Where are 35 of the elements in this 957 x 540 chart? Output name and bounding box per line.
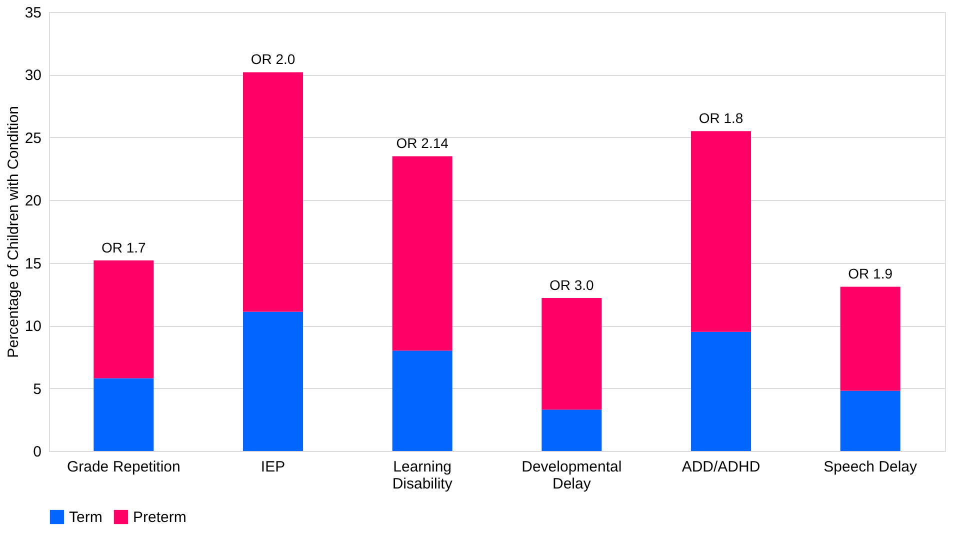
x-tick-label: Speech Delay xyxy=(824,458,918,476)
x-tick-label: ADD/ADHD xyxy=(682,458,760,476)
annotation: OR 2.14 xyxy=(396,135,449,152)
x-tick-label: IEP xyxy=(260,458,286,476)
x-tick-label: Grade Repetition xyxy=(66,458,180,476)
x-tick-label: Developmental Delay xyxy=(522,458,622,492)
bar xyxy=(840,390,900,451)
bar xyxy=(94,378,154,451)
annotation: OR 1.8 xyxy=(698,110,744,126)
bar xyxy=(243,312,303,451)
annotation: OR 1.7 xyxy=(101,239,146,256)
annotation: OR 2.0 xyxy=(250,51,296,68)
y-tick-label: 0 xyxy=(33,444,42,460)
bar xyxy=(542,410,602,451)
bar xyxy=(392,156,452,351)
bar xyxy=(243,72,303,312)
bar xyxy=(691,131,751,332)
y-tick-label: 30 xyxy=(24,67,42,84)
legend-label: Term xyxy=(69,509,102,526)
y-tick-label: 25 xyxy=(24,130,42,147)
annotation: OR 3.0 xyxy=(549,276,594,293)
annotation: OR 1.9 xyxy=(848,266,893,282)
y-tick-label: 10 xyxy=(24,318,42,336)
y-tick-label: 5 xyxy=(33,380,42,398)
bar xyxy=(392,350,452,451)
bar xyxy=(542,298,602,410)
y-tick-label: 35 xyxy=(24,4,42,22)
y-tick-label: 15 xyxy=(24,255,42,272)
y-axis-title: Percentage of Children with Condition xyxy=(4,106,22,358)
x-tick-label: Learning Disability xyxy=(392,458,453,492)
bar xyxy=(691,332,751,451)
bar xyxy=(94,260,154,378)
y-tick-label: 20 xyxy=(24,192,42,210)
bar xyxy=(840,286,900,391)
legend-label: Preterm xyxy=(133,509,186,526)
